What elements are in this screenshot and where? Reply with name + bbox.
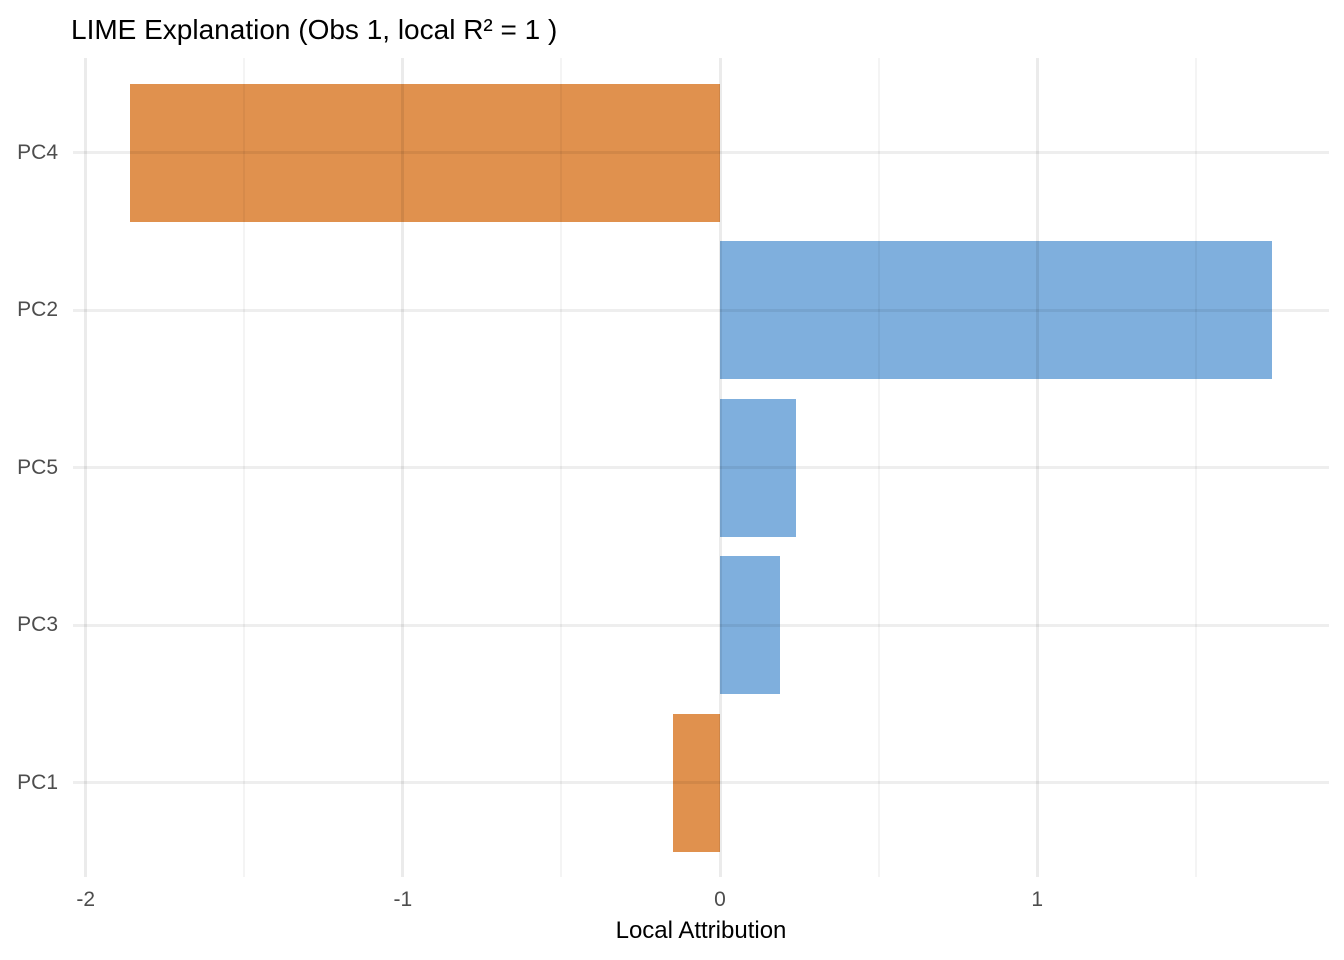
- chart-title: LIME Explanation (Obs 1, local R² = 1 ): [71, 14, 558, 45]
- y-major-gridline: [73, 781, 1329, 784]
- y-major-gridline: [73, 151, 1329, 154]
- bar-pc4: [130, 83, 720, 222]
- x-major-gridline: [84, 58, 88, 877]
- y-major-gridline: [73, 466, 1329, 469]
- y-tick-label-pc1: PC1: [17, 770, 58, 794]
- y-tick-label-pc3: PC3: [17, 613, 58, 636]
- bar-pc3: [720, 556, 781, 694]
- y-major-gridline: [73, 623, 1329, 627]
- y-tick-label-pc5: PC5: [17, 455, 58, 479]
- x-major-gridline: [718, 58, 722, 877]
- y-tick-label-pc2: PC2: [17, 298, 58, 321]
- x-tick-label: 1: [1031, 888, 1044, 911]
- plot-panel: [73, 58, 1329, 877]
- x-tick-label: -2: [76, 888, 96, 911]
- x-major-gridline: [1035, 58, 1039, 877]
- x-minor-gridline: [877, 58, 880, 877]
- x-axis-title: Local Attribution: [615, 917, 787, 944]
- x-tick-label: 0: [714, 888, 726, 911]
- x-minor-gridline: [560, 58, 563, 877]
- x-minor-gridline: [1194, 58, 1197, 877]
- y-tick-label-pc4: PC4: [17, 140, 58, 164]
- y-major-gridline: [73, 308, 1329, 312]
- x-tick-label: -1: [393, 888, 413, 911]
- x-major-gridline: [401, 58, 405, 877]
- bar-pc5: [720, 398, 797, 537]
- bar-pc2: [720, 241, 1272, 379]
- bar-pc1: [672, 713, 721, 852]
- x-minor-gridline: [243, 58, 246, 877]
